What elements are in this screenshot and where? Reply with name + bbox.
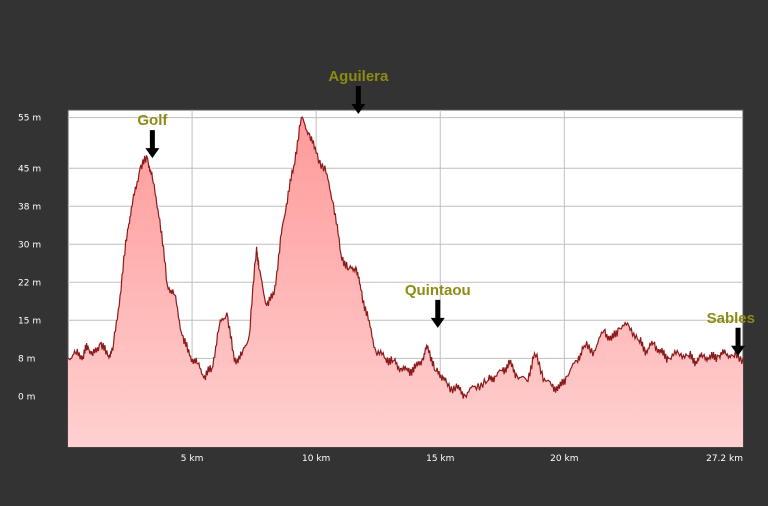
y-tick-label: 22 m (18, 278, 41, 288)
x-axis-ticks: 5 km 10 km 15 km 20 km 27.2 km (181, 454, 743, 464)
y-tick-label: 8 m (18, 354, 35, 364)
waypoint-marker: Sables (707, 310, 755, 356)
waypoint-label: Sables (707, 310, 755, 327)
y-tick-label: 38 m (18, 202, 41, 212)
down-arrow-icon (731, 327, 746, 356)
waypoint-marker: Quintaou (405, 282, 471, 328)
down-arrow-icon (351, 86, 366, 115)
waypoint-label: Quintaou (405, 282, 471, 299)
y-tick-label: 30 m (18, 240, 41, 250)
elevation-area (68, 117, 743, 447)
x-tick-label: 27.2 km (706, 454, 743, 464)
y-tick-label: 0 m (18, 392, 35, 402)
waypoint-marker: Aguilera (328, 68, 389, 115)
waypoint-marker: Golf (137, 112, 168, 159)
x-tick-label: 5 km (181, 454, 204, 464)
y-tick-label: 15 m (18, 316, 41, 326)
waypoint-label: Aguilera (328, 68, 389, 85)
down-arrow-icon (145, 130, 160, 159)
x-tick-label: 20 km (550, 454, 578, 464)
y-tick-label: 55 m (18, 114, 41, 124)
x-tick-label: 15 km (426, 454, 454, 464)
waypoint-markers: Golf Aguilera Quintaou Sables (137, 68, 755, 356)
down-arrow-icon (430, 299, 445, 328)
y-axis-ticks: 0 m 8 m 15 m 22 m 30 m 38 m 45 m 55 m (18, 114, 41, 403)
x-tick-label: 10 km (302, 454, 330, 464)
waypoint-label: Golf (137, 112, 168, 129)
elevation-line (67, 116, 744, 399)
y-tick-label: 45 m (18, 164, 41, 174)
